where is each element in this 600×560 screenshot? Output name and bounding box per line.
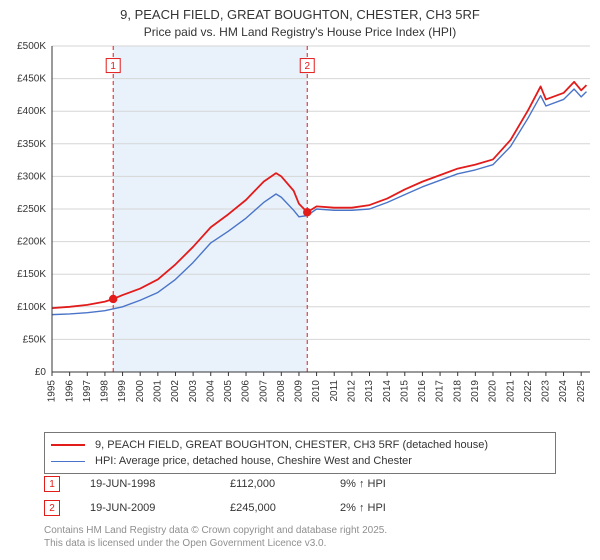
svg-text:£100K: £100K: [17, 302, 46, 313]
title-line1: 9, PEACH FIELD, GREAT BOUGHTON, CHESTER,…: [0, 6, 600, 24]
svg-text:2003: 2003: [188, 380, 199, 403]
transaction-price: £245,000: [230, 502, 340, 514]
footer-line1: Contains HM Land Registry data © Crown c…: [44, 524, 556, 537]
svg-text:2: 2: [304, 61, 310, 72]
svg-text:£400K: £400K: [17, 106, 46, 117]
svg-text:£350K: £350K: [17, 139, 46, 150]
svg-text:1999: 1999: [117, 380, 128, 403]
svg-text:£250K: £250K: [17, 204, 46, 215]
svg-text:2019: 2019: [470, 380, 481, 403]
svg-text:2018: 2018: [452, 380, 463, 403]
chart-svg: £0 £50K £100K £150K £200K £250K £300K £350K £400…: [0, 42, 600, 422]
transactions-table: 1 19-JUN-1998£112,0009% ↑ HPI 2 19-JUN-2009…: [44, 472, 556, 520]
svg-text:2005: 2005: [223, 380, 234, 403]
transaction-pct: 9% ↑ HPI: [340, 478, 556, 490]
svg-text:2009: 2009: [294, 380, 305, 403]
legend-swatch: [51, 444, 85, 446]
svg-text:£150K: £150K: [17, 269, 46, 280]
transaction-date: 19-JUN-2009: [90, 502, 230, 514]
svg-text:2001: 2001: [152, 380, 163, 403]
legend-row: 9, PEACH FIELD, GREAT BOUGHTON, CHESTER,…: [51, 437, 549, 453]
legend-swatch: [51, 461, 85, 462]
svg-text:1998: 1998: [100, 380, 111, 403]
svg-text:1997: 1997: [82, 380, 93, 403]
footer: Contains HM Land Registry data © Crown c…: [44, 524, 556, 550]
svg-text:2002: 2002: [170, 380, 181, 403]
transaction-row: 1 19-JUN-1998£112,0009% ↑ HPI: [44, 472, 556, 496]
svg-text:2004: 2004: [205, 380, 216, 403]
svg-text:2016: 2016: [417, 380, 428, 403]
svg-text:£0: £0: [35, 367, 47, 378]
svg-text:£300K: £300K: [17, 171, 46, 182]
svg-text:2000: 2000: [135, 380, 146, 403]
transaction-price: £112,000: [230, 478, 340, 490]
transaction-row: 2 19-JUN-2009£245,0002% ↑ HPI: [44, 496, 556, 520]
svg-text:1: 1: [110, 61, 116, 72]
svg-text:£450K: £450K: [17, 74, 46, 85]
transaction-index: 1: [44, 476, 60, 492]
svg-text:2025: 2025: [576, 380, 587, 403]
legend: 9, PEACH FIELD, GREAT BOUGHTON, CHESTER,…: [44, 432, 556, 474]
svg-text:2014: 2014: [382, 380, 393, 403]
transaction-index: 2: [44, 500, 60, 516]
svg-text:1995: 1995: [47, 380, 58, 403]
svg-text:2011: 2011: [329, 380, 340, 402]
svg-text:2006: 2006: [241, 380, 252, 403]
chart-title: 9, PEACH FIELD, GREAT BOUGHTON, CHESTER,…: [0, 0, 600, 40]
transaction-pct: 2% ↑ HPI: [340, 502, 556, 514]
svg-text:2013: 2013: [364, 380, 375, 403]
svg-text:2012: 2012: [347, 380, 358, 403]
svg-text:2007: 2007: [258, 380, 269, 403]
svg-text:£500K: £500K: [17, 42, 46, 52]
svg-text:1996: 1996: [64, 380, 75, 403]
svg-text:2022: 2022: [523, 380, 534, 403]
svg-text:2015: 2015: [399, 380, 410, 403]
svg-text:£50K: £50K: [23, 334, 47, 345]
footer-line2: This data is licensed under the Open Gov…: [44, 537, 556, 550]
svg-text:2017: 2017: [435, 380, 446, 403]
svg-text:2008: 2008: [276, 380, 287, 403]
svg-text:2024: 2024: [558, 380, 569, 403]
svg-text:2023: 2023: [541, 380, 552, 403]
svg-text:2021: 2021: [505, 380, 516, 403]
legend-label: HPI: Average price, detached house, Ches…: [95, 455, 412, 467]
transaction-date: 19-JUN-1998: [90, 478, 230, 490]
legend-row: HPI: Average price, detached house, Ches…: [51, 453, 549, 469]
legend-label: 9, PEACH FIELD, GREAT BOUGHTON, CHESTER,…: [95, 439, 488, 451]
chart: £0 £50K £100K £150K £200K £250K £300K £350K £400…: [0, 42, 600, 422]
title-line2: Price paid vs. HM Land Registry's House …: [0, 24, 600, 40]
svg-text:2020: 2020: [488, 380, 499, 403]
svg-text:2010: 2010: [311, 380, 322, 403]
svg-text:£200K: £200K: [17, 237, 46, 248]
